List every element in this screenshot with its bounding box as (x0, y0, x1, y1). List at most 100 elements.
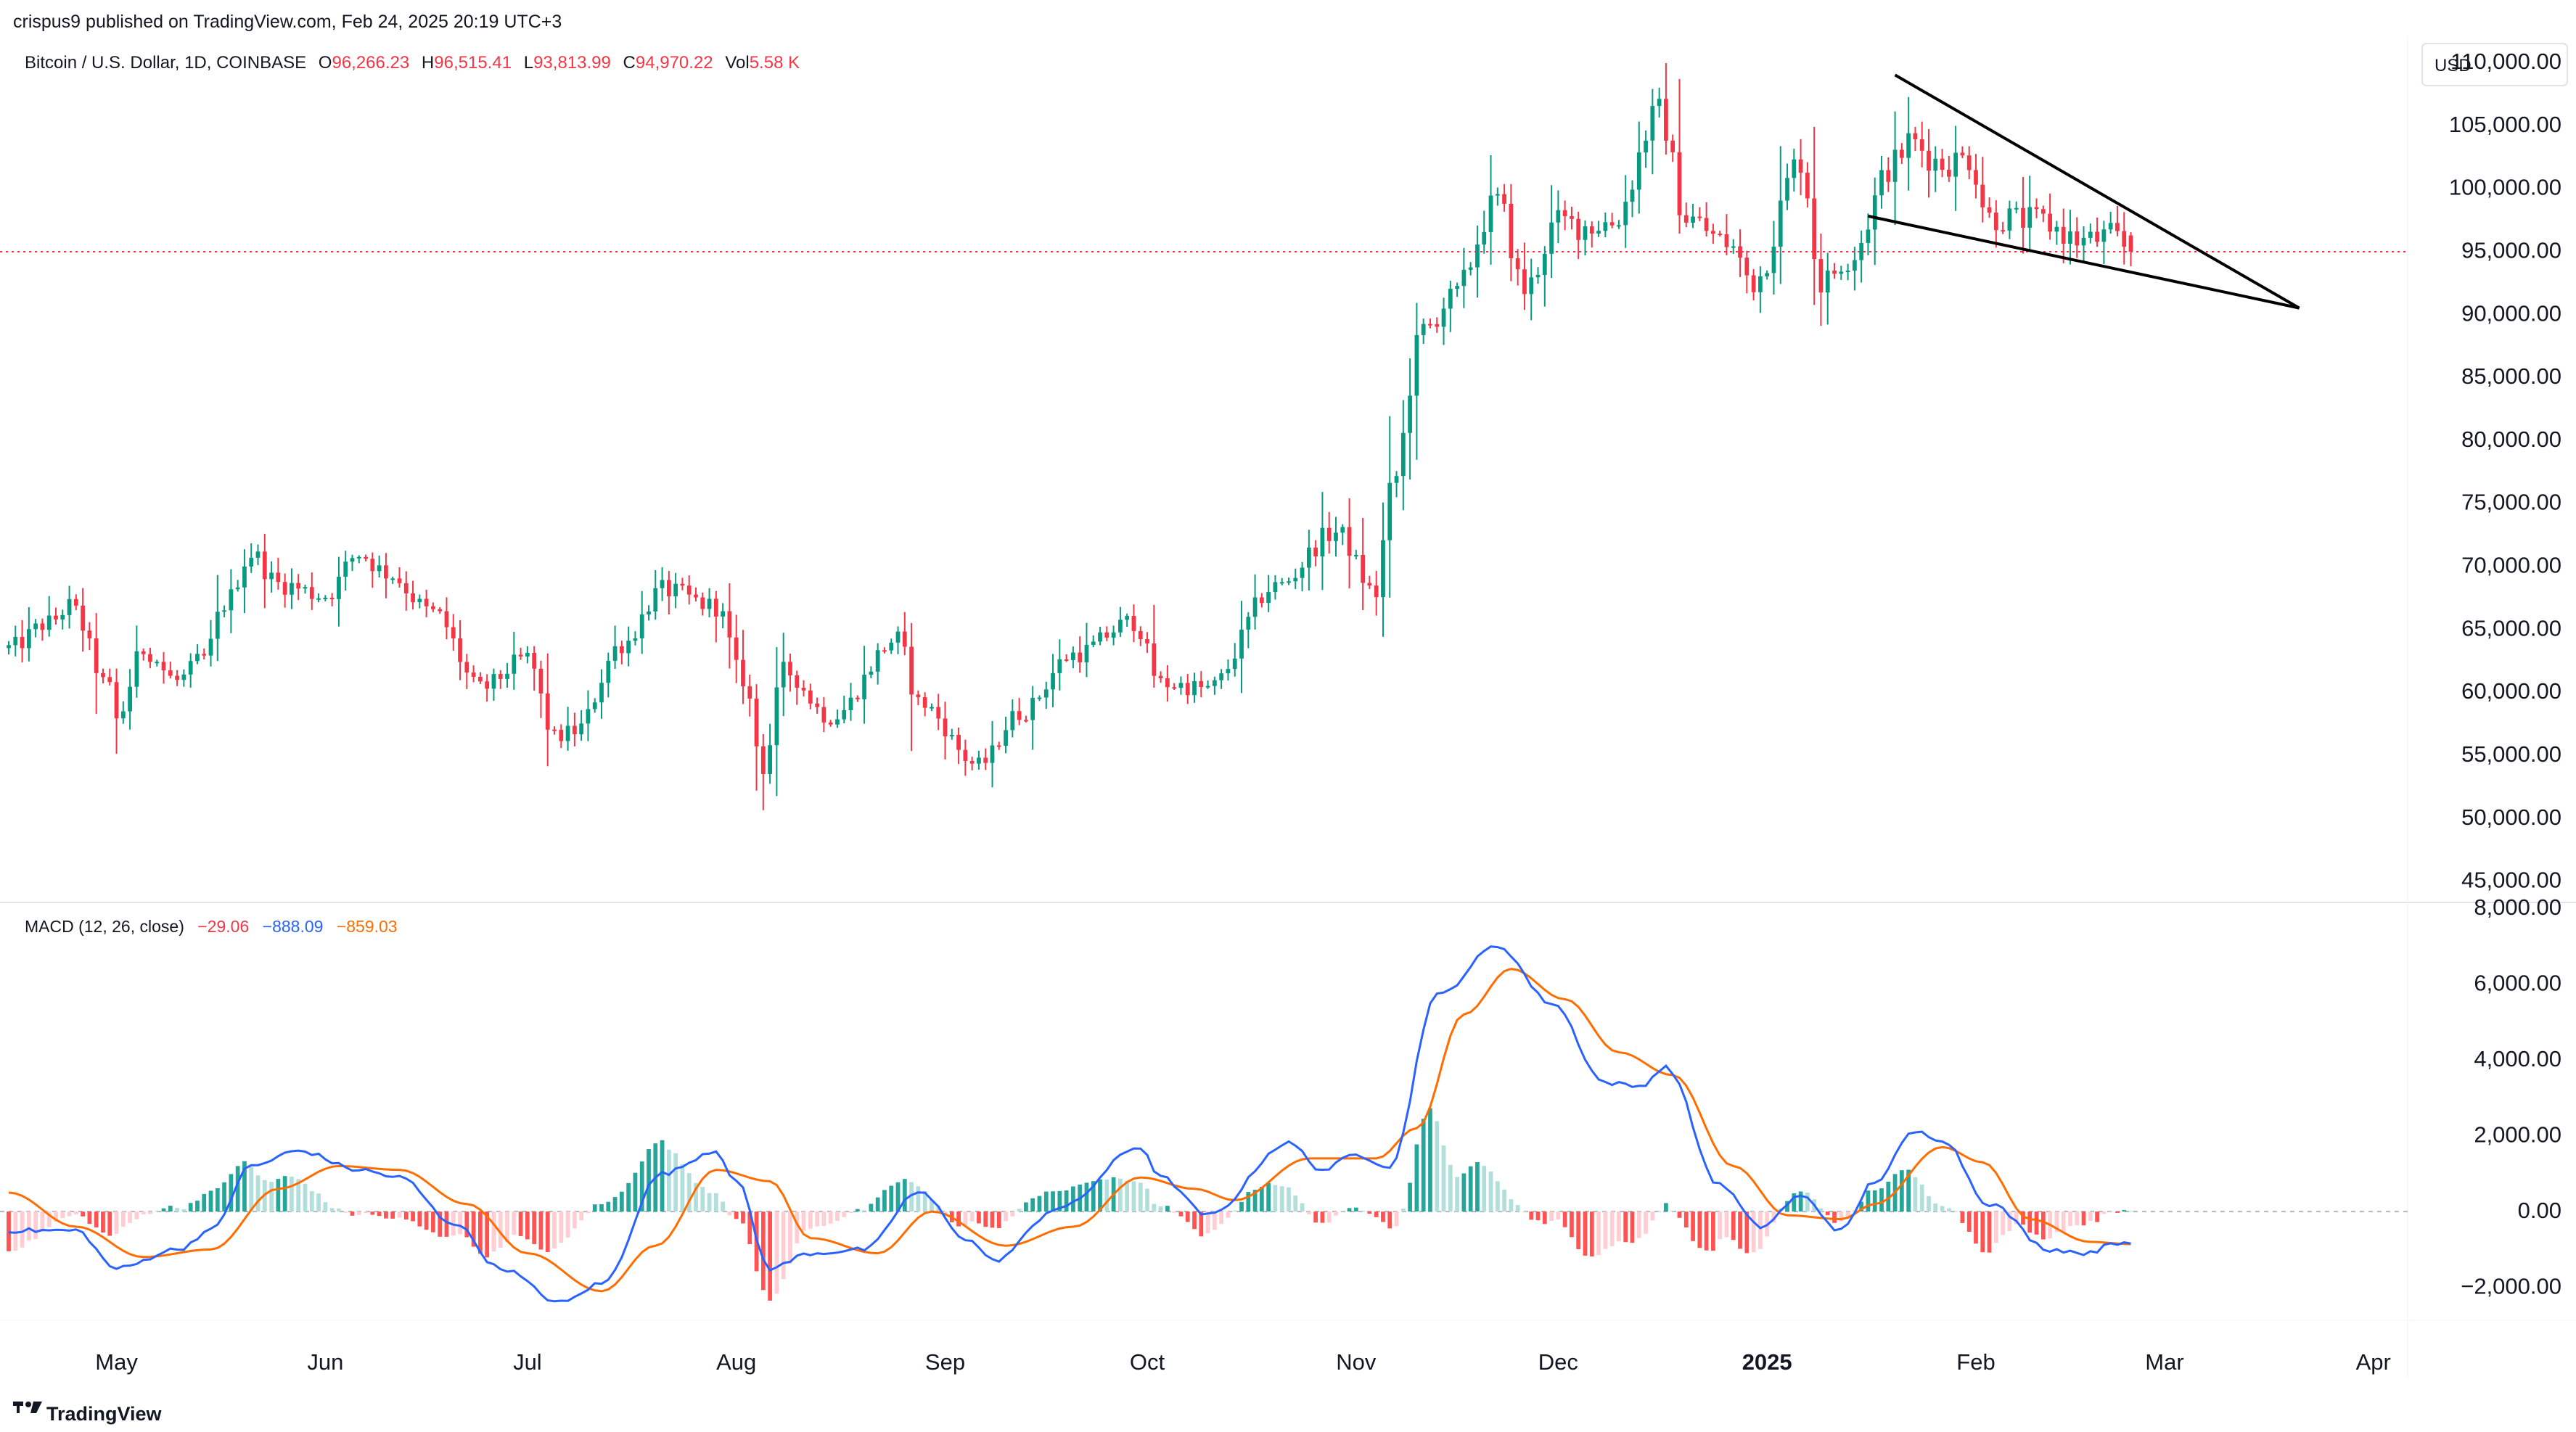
candle-body (1879, 170, 1884, 196)
candle-body (2061, 226, 2066, 244)
candle-body (909, 646, 914, 695)
macd-histogram-bar (498, 1211, 503, 1248)
macd-histogram-bar (660, 1140, 665, 1212)
macd-histogram-bar (1414, 1144, 1419, 1212)
candle-body (1219, 673, 1224, 680)
macd-histogram-bar (471, 1211, 476, 1247)
candle-body (208, 638, 213, 656)
macd-axis[interactable]: 8,000.00 6,000.00 4,000.00 2,000.00 0.00 −2,0… (2461, 894, 2561, 1299)
candle-body (1353, 555, 1358, 557)
macd-histogram-bar (760, 1211, 766, 1291)
candle-body (2040, 209, 2046, 214)
macd-histogram-bar (1522, 1211, 1527, 1213)
candle-body (397, 578, 402, 583)
macd-histogram-bar (208, 1190, 213, 1212)
macd-histogram-bar (94, 1211, 99, 1227)
candle-body (633, 638, 638, 641)
candle-body (653, 588, 658, 612)
macd-histogram-bar (673, 1153, 678, 1212)
candle-body (7, 645, 11, 649)
candle-body (1004, 730, 1008, 746)
candle-body (956, 735, 961, 750)
candle-body (1522, 269, 1527, 295)
candle-body (1825, 271, 1830, 293)
time-axis[interactable]: May Jun Jul Aug Sep Oct Nov Dec 2025 Feb Mar Apr (95, 1349, 2391, 1375)
candle-body (848, 697, 853, 711)
candle-body (1738, 246, 1742, 258)
candle-body (2088, 231, 2093, 238)
candle-body (1704, 218, 1709, 231)
macd-histogram-bar (1461, 1173, 1467, 1212)
macd-histogram-bar (1562, 1211, 1567, 1227)
candle-body (1731, 246, 1736, 248)
macd-histogram-bar (869, 1203, 874, 1212)
lower-wedge-line[interactable] (1868, 214, 2300, 310)
macd-histogram-bar (936, 1206, 941, 1212)
candle-body (734, 637, 739, 660)
candle-body (1125, 616, 1130, 620)
macd-histogram-bar (592, 1204, 597, 1212)
time-tick-label: Nov (1336, 1349, 1377, 1375)
candle-body (1805, 173, 1810, 199)
price-axis[interactable]: 110,000.00 105,000.00 100,000.00 95,000.00 9… (2449, 49, 2561, 893)
macd-histogram-bar (2081, 1211, 2086, 1226)
macd-histogram-bar (33, 1211, 38, 1240)
candle-body (1104, 632, 1109, 638)
macd-histogram-bar (1017, 1209, 1022, 1212)
macd-histogram-bar (1677, 1211, 1682, 1218)
macd-histogram-bar (356, 1211, 361, 1215)
macd-histogram-bar (296, 1179, 301, 1212)
macd-histogram-bar (1509, 1199, 1514, 1212)
macd-histogram-bar (2034, 1211, 2039, 1235)
candlestick-series[interactable] (7, 62, 2133, 810)
candle-body (491, 674, 496, 689)
macd-histogram-bar (1549, 1211, 1554, 1221)
macd-histogram-bar (956, 1211, 961, 1227)
tradingview-logo[interactable]: TradingView (13, 1402, 163, 1425)
currency-button[interactable]: USD (2421, 43, 2568, 86)
macd-histogram-bar (1118, 1178, 1123, 1212)
candle-body (1683, 215, 1689, 223)
candle-body (532, 652, 537, 669)
candle-body (1927, 150, 1931, 171)
macd-tick-label: −2,000.00 (2461, 1274, 2561, 1299)
close-value: 94,970.22 (636, 53, 713, 73)
candle-body (1785, 178, 1789, 201)
candle-body (707, 598, 712, 609)
macd-histogram-bar (1785, 1201, 1789, 1212)
candle-body (161, 662, 166, 671)
candle-body (1906, 133, 1911, 158)
candle-body (235, 587, 240, 590)
candle-body (1293, 577, 1298, 582)
macd-histogram-bar (1421, 1119, 1426, 1212)
candle-body (1818, 259, 1824, 293)
macd-histogram-bar (215, 1188, 220, 1212)
macd-histogram-bar (1165, 1206, 1170, 1212)
macd-histogram-bar (1906, 1169, 1911, 1212)
macd-histogram-bar (316, 1193, 321, 1212)
candle-body (875, 650, 880, 672)
macd-histogram-bar (2108, 1211, 2113, 1213)
macd-histogram-bar (54, 1211, 58, 1222)
macd-histogram-bar (1381, 1211, 1385, 1222)
candle-body (242, 566, 247, 588)
macd-histogram-bar (1744, 1211, 1750, 1254)
candle-body (1859, 242, 1864, 260)
macd-histogram-bar (1152, 1203, 1157, 1212)
macd-histogram-bar (1212, 1211, 1217, 1230)
upper-wedge-line[interactable] (1894, 73, 2300, 310)
macd-histogram-bar (1071, 1186, 1075, 1212)
macd-histogram-bar (1697, 1211, 1702, 1248)
candle-body (2081, 237, 2086, 246)
macd-histogram-bar (969, 1211, 975, 1222)
candle-body (1771, 247, 1776, 273)
macd-histogram-bar (538, 1211, 543, 1250)
candle-body (364, 556, 368, 559)
macd-histogram-bar (2115, 1211, 2120, 1213)
candle-body (128, 686, 132, 712)
macd-histogram-bar (801, 1211, 806, 1231)
trend-lines[interactable] (1868, 73, 2300, 310)
candle-body (781, 662, 786, 688)
candle-body (303, 587, 308, 589)
